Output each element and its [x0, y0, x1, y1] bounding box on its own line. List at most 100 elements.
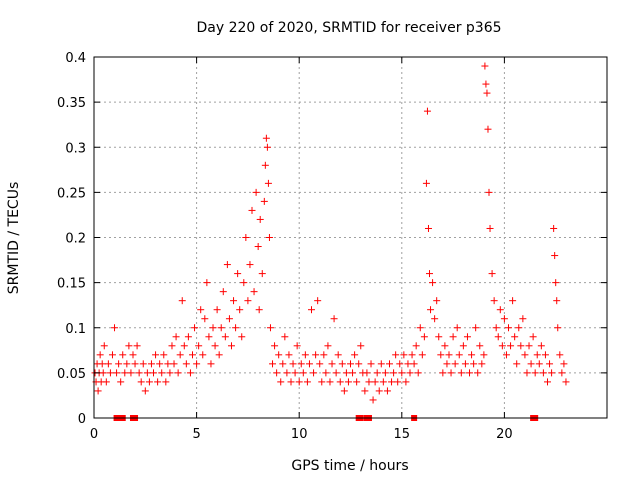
data-point — [439, 369, 447, 377]
data-point — [476, 342, 484, 350]
data-point — [154, 378, 162, 386]
data-point — [457, 369, 465, 377]
data-point — [377, 360, 385, 368]
data-point — [215, 351, 223, 359]
data-point — [488, 270, 496, 278]
data-point — [162, 378, 170, 386]
x-axis-label: GPS time / hours — [291, 458, 408, 474]
y-axis-label: SRMTID / TECUs — [6, 182, 22, 295]
data-point — [420, 333, 428, 341]
data-point — [433, 297, 441, 305]
data-point — [435, 333, 443, 341]
data-point — [322, 369, 330, 377]
data-point — [363, 369, 371, 377]
data-point — [539, 369, 547, 377]
data-point — [236, 306, 244, 314]
data-point — [496, 306, 504, 314]
data-point — [254, 243, 262, 251]
data-point — [537, 342, 545, 350]
data-point — [285, 351, 293, 359]
data-point — [392, 351, 400, 359]
y-tick-label: 0.2 — [65, 232, 86, 247]
data-point — [332, 369, 340, 377]
data-point — [129, 351, 137, 359]
data-point — [485, 188, 493, 196]
data-point — [100, 342, 108, 350]
data-point — [390, 369, 398, 377]
data-point — [312, 351, 320, 359]
data-point — [279, 360, 287, 368]
data-point — [147, 360, 155, 368]
data-point — [160, 351, 168, 359]
data-point — [478, 360, 486, 368]
data-point — [94, 387, 102, 395]
data-point — [371, 378, 379, 386]
data-point — [472, 324, 480, 332]
data-point — [227, 342, 235, 350]
data-point — [308, 306, 316, 314]
data-point — [133, 342, 141, 350]
data-point — [108, 351, 116, 359]
data-point — [150, 369, 158, 377]
data-point — [262, 134, 270, 142]
data-point — [338, 360, 346, 368]
data-point — [143, 369, 151, 377]
data-point — [263, 143, 271, 151]
data-point — [271, 342, 279, 350]
data-point — [310, 369, 318, 377]
data-point — [367, 360, 375, 368]
data-point — [552, 279, 560, 287]
x-tick-label: 5 — [192, 427, 200, 442]
data-point — [303, 378, 311, 386]
data-point — [404, 360, 412, 368]
data-point — [232, 324, 240, 332]
data-point — [320, 351, 328, 359]
data-point — [255, 306, 263, 314]
data-point — [481, 62, 489, 70]
data-point — [548, 369, 556, 377]
data-point — [98, 360, 106, 368]
y-tick-label: 0.1 — [65, 322, 86, 337]
data-point — [328, 360, 336, 368]
data-point — [431, 315, 439, 323]
data-point — [398, 369, 406, 377]
data-point — [209, 324, 217, 332]
data-point — [316, 360, 324, 368]
data-point — [145, 378, 153, 386]
data-point — [205, 333, 213, 341]
data-point — [174, 369, 182, 377]
data-point — [265, 234, 273, 241]
data-point — [412, 342, 420, 350]
data-point — [283, 369, 291, 377]
data-point — [188, 351, 196, 359]
data-point — [246, 261, 254, 269]
data-point — [273, 369, 281, 377]
x-tick-label: 15 — [394, 427, 411, 442]
data-point — [357, 342, 365, 350]
data-point — [486, 224, 494, 232]
data-point — [186, 369, 194, 377]
data-point — [483, 89, 491, 97]
x-tick-label: 10 — [291, 427, 308, 442]
data-point — [519, 315, 527, 323]
data-point — [217, 324, 225, 332]
data-point — [117, 378, 125, 386]
data-point — [96, 351, 104, 359]
data-point — [551, 252, 559, 260]
data-point — [353, 378, 361, 386]
data-point — [373, 369, 381, 377]
data-point — [242, 234, 250, 241]
data-point — [119, 351, 127, 359]
data-point — [318, 378, 326, 386]
data-point — [531, 369, 539, 377]
data-point — [125, 342, 133, 350]
data-point — [449, 333, 457, 341]
data-point — [261, 161, 269, 169]
data-point — [558, 369, 566, 377]
data-point — [517, 342, 525, 350]
data-point — [240, 279, 248, 287]
data-point — [207, 360, 215, 368]
data-point — [170, 360, 178, 368]
data-point — [437, 351, 445, 359]
